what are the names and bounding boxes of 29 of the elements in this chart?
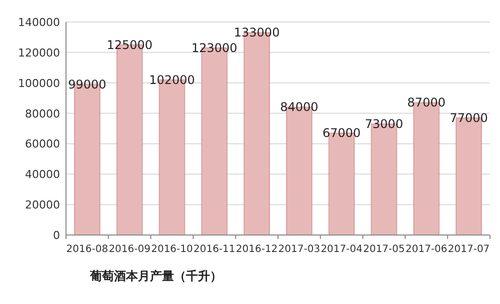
data-label: 102000 bbox=[149, 72, 195, 87]
data-label: 99000 bbox=[68, 77, 106, 92]
data-label: 87000 bbox=[407, 96, 446, 110]
x-tick-label: 2016-08 bbox=[66, 244, 108, 255]
y-tick-label: 120000 bbox=[18, 46, 60, 60]
y-tick-label: 40000 bbox=[25, 168, 60, 182]
x-tick-label: 2017-07 bbox=[448, 244, 490, 255]
data-label: 73000 bbox=[364, 116, 404, 131]
x-tick-label: 2016-11 bbox=[194, 244, 236, 255]
data-label: 77000 bbox=[450, 110, 488, 125]
data-label: 133000 bbox=[234, 26, 280, 40]
x-tick-label: 2017-06 bbox=[406, 244, 448, 255]
data-label: 123000 bbox=[191, 40, 238, 55]
y-tick-label: 20000 bbox=[25, 198, 60, 212]
x-axis-title: 葡萄酒本月产量（千升） bbox=[89, 269, 222, 283]
y-tick-label: 60000 bbox=[25, 138, 60, 151]
x-tick-label: 2016-09 bbox=[108, 244, 150, 255]
data-label: 84000 bbox=[280, 100, 318, 114]
x-tick-label: 2017-04 bbox=[320, 244, 362, 255]
x-tick-label: 2016-12 bbox=[236, 244, 278, 255]
y-tick-label: 80000 bbox=[25, 107, 60, 120]
x-tick-label: 2017-05 bbox=[363, 244, 405, 255]
x-tick-label: 2017-03 bbox=[278, 244, 320, 255]
y-tick-label: 0 bbox=[53, 229, 60, 242]
x-tick-label: 2016-10 bbox=[151, 244, 193, 255]
data-label: 125000 bbox=[106, 38, 153, 52]
y-tick-label: 140000 bbox=[18, 16, 60, 29]
data-label: 67000 bbox=[322, 126, 361, 140]
y-tick-label: 100000 bbox=[18, 76, 60, 90]
